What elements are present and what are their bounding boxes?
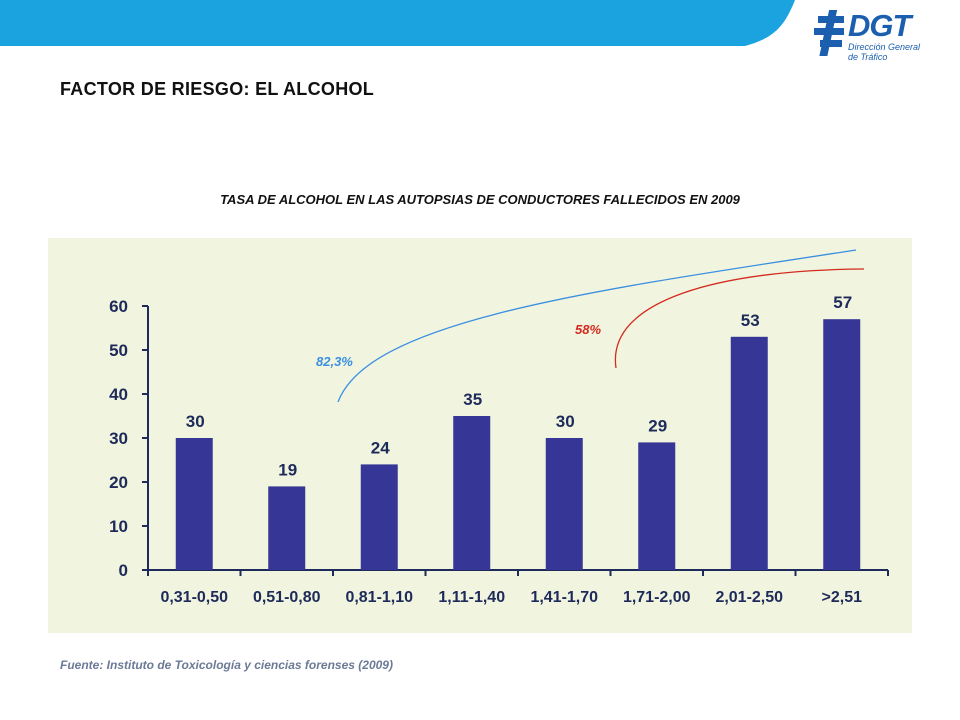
source-note: Fuente: Instituto de Toxicología y cienc… bbox=[60, 658, 393, 672]
logo-subtitle-line: Dirección General bbox=[848, 42, 921, 52]
data-label: 57 bbox=[833, 293, 852, 312]
bracket-curve-58 bbox=[614, 268, 865, 369]
data-label: 30 bbox=[556, 412, 575, 431]
logo-subtitle-line: de Tráfico bbox=[848, 52, 888, 62]
data-label: 29 bbox=[648, 416, 667, 435]
y-tick-label: 20 bbox=[109, 473, 128, 492]
bar bbox=[545, 438, 583, 570]
header-banner bbox=[0, 0, 795, 46]
data-label: 30 bbox=[186, 412, 205, 431]
x-tick-label: 0,51-0,80 bbox=[253, 589, 321, 606]
bar bbox=[268, 486, 306, 570]
bar bbox=[360, 464, 398, 570]
x-tick-label: 0,81-1,10 bbox=[345, 589, 413, 606]
y-tick-label: 30 bbox=[109, 429, 128, 448]
x-tick-label: 1,11-1,40 bbox=[438, 589, 505, 606]
x-tick-label: 1,41-1,70 bbox=[530, 589, 598, 606]
dgt-logo-icon bbox=[814, 10, 844, 56]
bar bbox=[175, 438, 213, 570]
y-tick-label: 10 bbox=[109, 517, 128, 536]
data-label: 35 bbox=[463, 390, 482, 409]
y-tick-label: 50 bbox=[109, 341, 128, 360]
annotation-82-label: 82,3% bbox=[316, 354, 353, 369]
bar bbox=[823, 319, 861, 570]
y-tick-label: 40 bbox=[109, 385, 128, 404]
x-tick-label: 0,31-0,50 bbox=[160, 589, 228, 606]
page-title: FACTOR DE RIESGO: EL ALCOHOL bbox=[60, 79, 375, 99]
annotation-58-label: 58% bbox=[575, 322, 601, 337]
bar bbox=[638, 442, 676, 570]
data-label: 53 bbox=[741, 311, 760, 330]
chart-title: TASA DE ALCOHOL EN LAS AUTOPSIAS DE COND… bbox=[220, 192, 740, 207]
y-tick-label: 0 bbox=[119, 561, 128, 580]
bar bbox=[730, 336, 768, 570]
x-tick-label: 2,01-2,50 bbox=[715, 589, 783, 606]
banner-shape bbox=[0, 0, 795, 46]
x-tick-label: 1,71-2,00 bbox=[623, 589, 691, 606]
data-label: 24 bbox=[371, 438, 390, 457]
logo-subtitle: Dirección General de Tráfico bbox=[848, 42, 948, 62]
logo-text: DGT bbox=[848, 8, 911, 43]
bracket-curve-82 bbox=[337, 249, 857, 403]
data-label: 19 bbox=[278, 460, 297, 479]
bar bbox=[453, 416, 491, 570]
x-tick-label: >2,51 bbox=[822, 589, 863, 606]
y-tick-label: 60 bbox=[109, 297, 128, 316]
